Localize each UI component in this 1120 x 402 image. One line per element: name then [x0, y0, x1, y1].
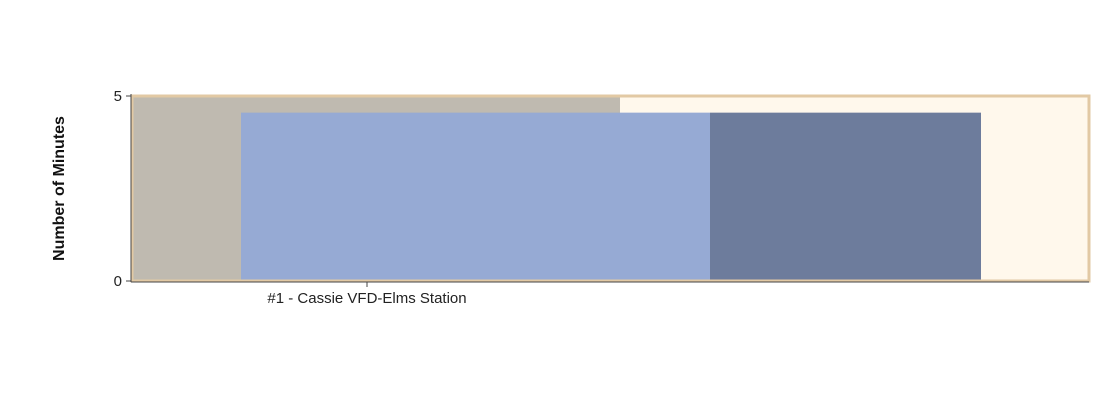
bar-series — [241, 112, 981, 282]
y-tick-label: 5 — [114, 88, 122, 105]
x-axis: #1 - Cassie VFD-Elms Station — [131, 281, 1089, 307]
y-axis-title: Number of Minutes — [51, 116, 68, 261]
y-axis: 05 — [114, 88, 132, 290]
y-tick-label: 0 — [114, 273, 122, 290]
x-tick-label: #1 - Cassie VFD-Elms Station — [267, 290, 466, 307]
bar-series-1-1 — [241, 112, 710, 282]
plot-frame — [130, 94, 1091, 283]
bar-series-2-1 — [710, 112, 981, 282]
plot-border — [130, 94, 1091, 283]
